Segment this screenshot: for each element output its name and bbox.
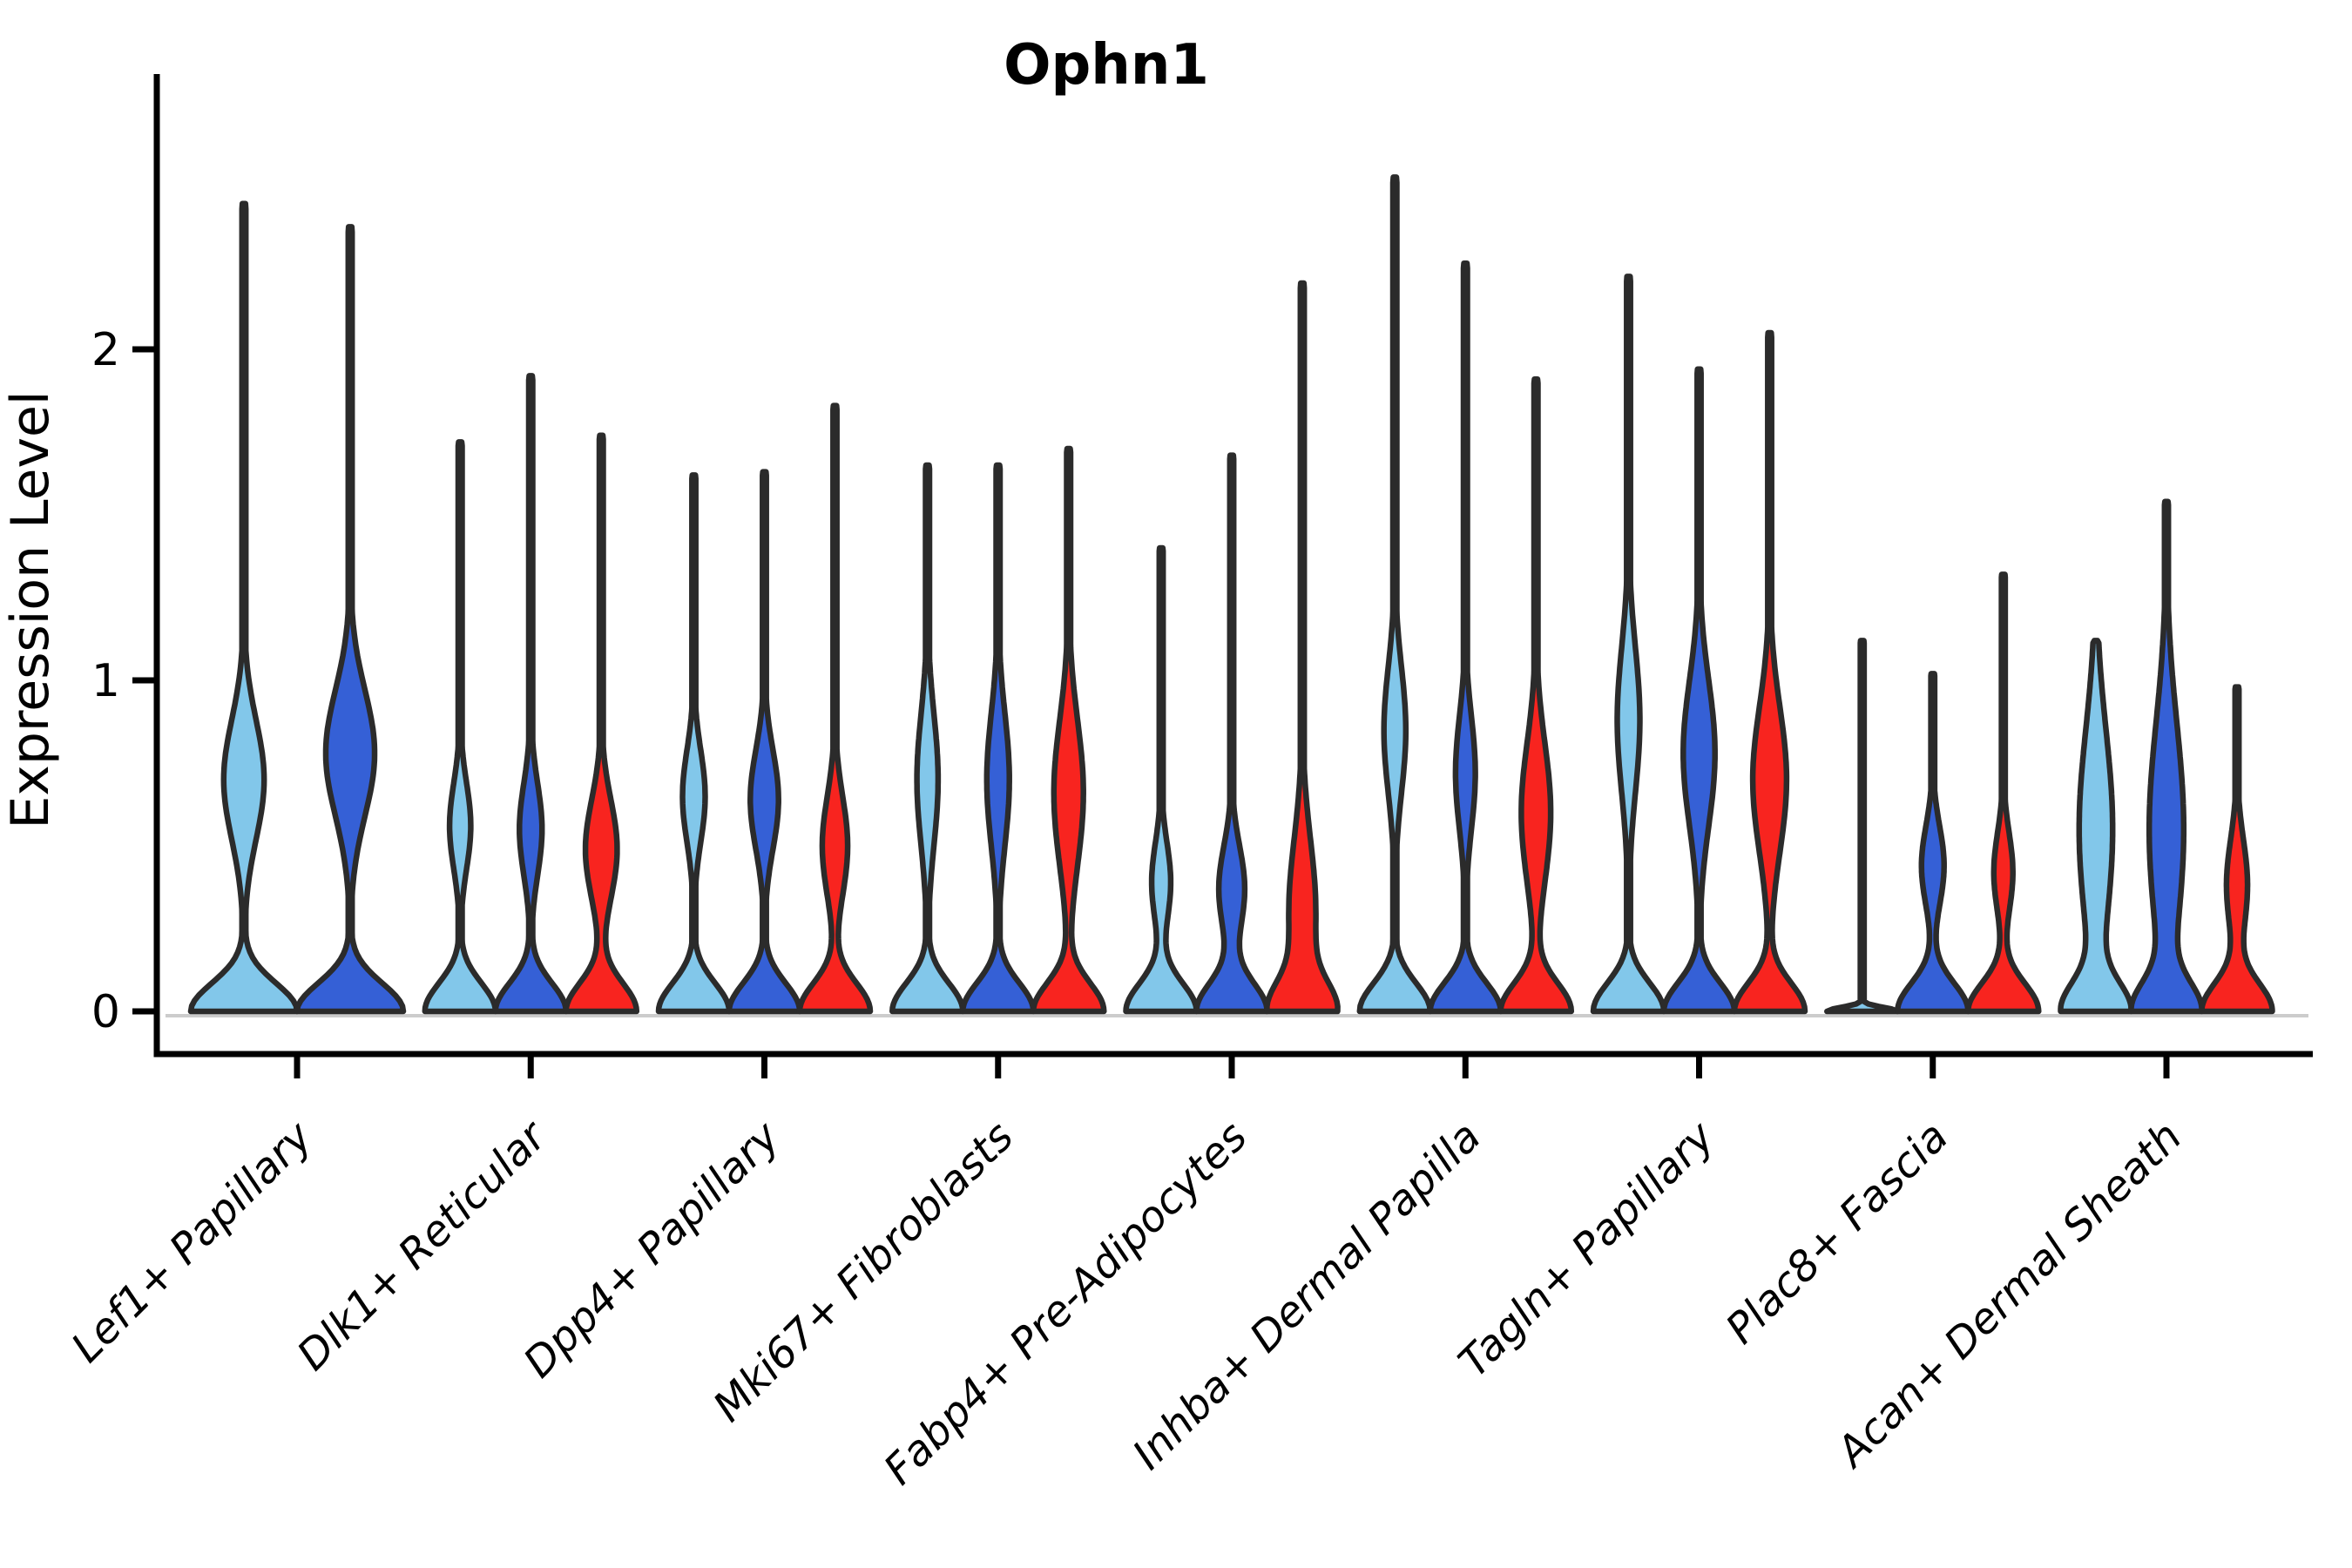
violin-condition-lightblue bbox=[1356, 174, 1434, 1015]
violin-condition-darkblue bbox=[492, 373, 570, 1015]
violin-condition-lightblue bbox=[1590, 274, 1667, 1015]
violin-condition-darkblue bbox=[2128, 498, 2205, 1015]
violin-condition-lightblue bbox=[889, 462, 966, 1015]
x-tick-label: Dlk1+ Reticular bbox=[288, 1111, 558, 1381]
violin-condition-darkblue bbox=[726, 469, 803, 1015]
x-tick-label: Dpp4+ Papillary bbox=[514, 1112, 789, 1387]
violin-condition-red bbox=[796, 402, 874, 1015]
violin-condition-red bbox=[1731, 329, 1808, 1015]
x-tick-label: Tagln+ Papillary bbox=[1450, 1112, 1725, 1387]
violin-condition-darkblue bbox=[1895, 671, 1971, 1015]
violin-condition-darkblue bbox=[1660, 366, 1738, 1015]
violin-condition-lightblue bbox=[422, 439, 499, 1015]
violin-condition-red bbox=[1965, 571, 2042, 1015]
violin-condition-lightblue bbox=[1123, 544, 1200, 1015]
x-tick-label: Plac8+ Fascia bbox=[1717, 1112, 1958, 1354]
violin-condition-lightblue bbox=[187, 200, 301, 1015]
violin-condition-lightblue bbox=[2058, 638, 2134, 1015]
y-tick-label: 0 bbox=[91, 986, 120, 1038]
y-tick-label: 2 bbox=[91, 324, 120, 376]
y-tick-label: 1 bbox=[91, 655, 120, 707]
chart-title: Ophn1 bbox=[1004, 33, 1209, 98]
violin-condition-lightblue bbox=[655, 472, 733, 1015]
violin-condition-red bbox=[2199, 684, 2275, 1015]
violin-condition-darkblue bbox=[1193, 452, 1270, 1015]
violin-condition-red bbox=[1031, 445, 1107, 1015]
violin-condition-darkblue bbox=[1427, 260, 1504, 1015]
violin-condition-red bbox=[1264, 280, 1341, 1015]
y-axis-label: Expression Level bbox=[0, 390, 61, 828]
violin-condition-red bbox=[1497, 375, 1575, 1015]
violin-condition-red bbox=[563, 432, 640, 1015]
violin-condition-darkblue bbox=[960, 462, 1037, 1015]
violin-condition-darkblue bbox=[294, 224, 407, 1015]
violin-condition-lightblue bbox=[1824, 638, 1901, 1015]
x-tick-label: Lef1+ Papillary bbox=[62, 1112, 322, 1372]
violins-layer bbox=[187, 174, 2275, 1015]
